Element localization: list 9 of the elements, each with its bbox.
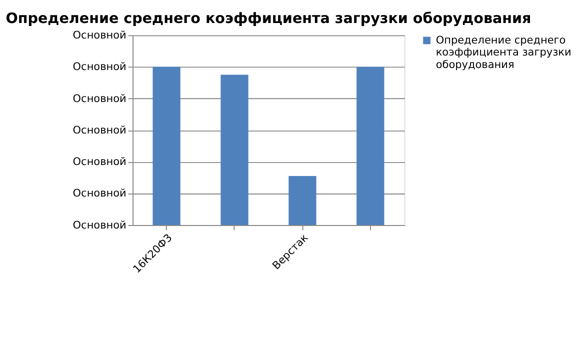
text: Основной <box>72 156 126 168</box>
chart-title: Определение среднего коэффициента загрузки оборудования <box>6 10 532 27</box>
text: Основной <box>72 30 126 42</box>
legend-label: Определение среднего коэффициента загрузки оборудования <box>436 34 572 72</box>
text: Основной <box>72 219 126 232</box>
text: Основной <box>72 124 126 136</box>
text: Основной <box>72 92 126 105</box>
text: Основной <box>72 61 126 74</box>
text: Основной <box>72 188 126 200</box>
